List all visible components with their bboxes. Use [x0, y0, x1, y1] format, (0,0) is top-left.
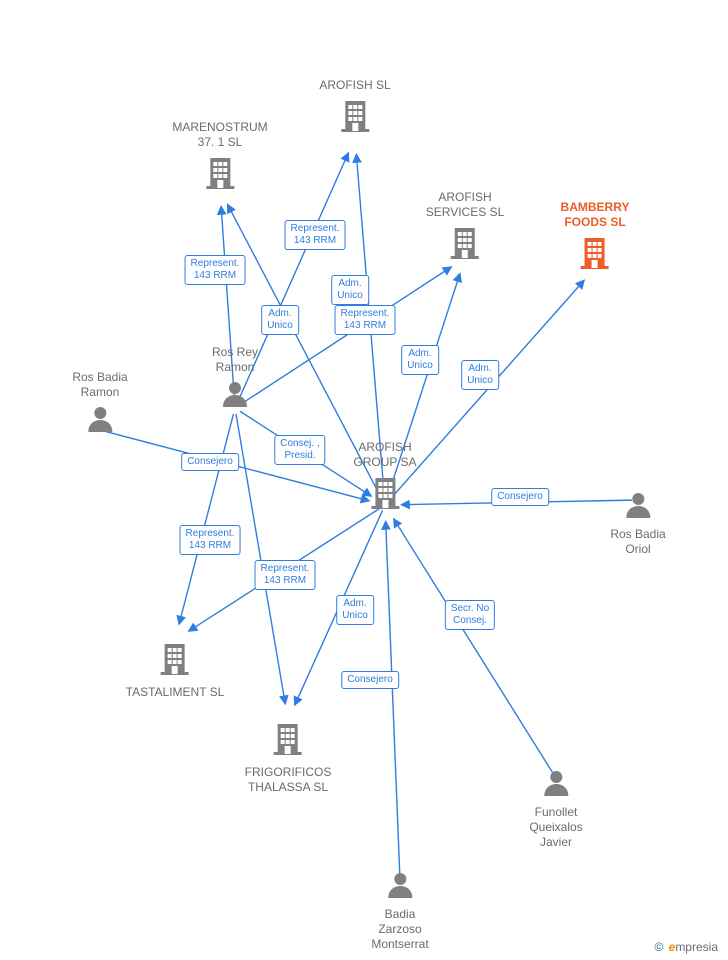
person-node[interactable]: Ros Badia Oriol — [610, 490, 665, 557]
node-label: MARENOSTRUM 37. 1 SL — [172, 120, 267, 150]
node-layer: AROFISH SL MARENOSTRUM 37. 1 SL AROFISH SE… — [0, 0, 728, 960]
node-label: Funollet Queixalos Javier — [529, 805, 582, 850]
company-icon — [367, 474, 403, 515]
company-icon — [202, 154, 238, 195]
brand-rest: mpresia — [675, 940, 718, 954]
node-label: Ros Rey Ramon — [212, 345, 258, 375]
node-label: Ros Badia Ramon — [72, 370, 127, 400]
person-node[interactable]: Ros Badia Ramon — [72, 370, 127, 437]
copyright-symbol: © — [654, 940, 663, 954]
company-node[interactable]: AROFISH GROUP SA — [353, 440, 416, 515]
company-icon — [337, 97, 373, 138]
company-icon — [157, 640, 193, 681]
person-icon — [86, 404, 114, 437]
person-icon — [386, 870, 414, 903]
node-label: AROFISH GROUP SA — [353, 440, 416, 470]
watermark: © empresia — [654, 940, 718, 954]
company-node[interactable]: AROFISH SERVICES SL — [426, 190, 504, 265]
person-icon — [542, 768, 570, 801]
company-node[interactable]: MARENOSTRUM 37. 1 SL — [172, 120, 267, 195]
node-label: BAMBERRY FOODS SL — [561, 200, 630, 230]
edge-label: Consej. , Presid. — [274, 435, 325, 465]
node-label: Badia Zarzoso Montserrat — [371, 907, 428, 952]
person-node[interactable]: Badia Zarzoso Montserrat — [371, 870, 428, 952]
company-node[interactable]: FRIGORIFICOS THALASSA SL — [245, 720, 332, 795]
edge-label: Represent. 143 RRM — [285, 220, 346, 250]
edge-label: Represent. 143 RRM — [180, 525, 241, 555]
edge-label: Represent. 143 RRM — [335, 305, 396, 335]
person-icon — [624, 490, 652, 523]
node-label: FRIGORIFICOS THALASSA SL — [245, 765, 332, 795]
edge-label: Adm. Unico — [331, 275, 369, 305]
edge-label: Adm. Unico — [261, 305, 299, 335]
edge-label: Adm. Unico — [336, 595, 374, 625]
edge-label: Consejero — [181, 453, 239, 471]
person-node[interactable]: Ros Rey Ramon — [212, 345, 258, 412]
edge-label: Represent. 143 RRM — [185, 255, 246, 285]
company-node[interactable]: TASTALIMENT SL — [126, 640, 225, 700]
company-node[interactable]: BAMBERRY FOODS SL — [561, 200, 630, 275]
node-label: AROFISH SERVICES SL — [426, 190, 504, 220]
company-icon — [447, 224, 483, 265]
edge-label: Represent. 143 RRM — [255, 560, 316, 590]
edge-label: Adm. Unico — [401, 345, 439, 375]
company-node[interactable]: AROFISH SL — [319, 78, 390, 138]
node-label: TASTALIMENT SL — [126, 685, 225, 700]
edge-label: Consejero — [341, 671, 399, 689]
node-label: Ros Badia Oriol — [610, 527, 665, 557]
edge-label: Adm. Unico — [461, 360, 499, 390]
company-icon — [270, 720, 306, 761]
person-node[interactable]: Funollet Queixalos Javier — [529, 768, 582, 850]
edge-label: Secr. No Consej. — [445, 600, 495, 630]
person-icon — [221, 379, 249, 412]
edge-label: Consejero — [491, 488, 549, 506]
company-icon — [577, 234, 613, 275]
node-label: AROFISH SL — [319, 78, 390, 93]
